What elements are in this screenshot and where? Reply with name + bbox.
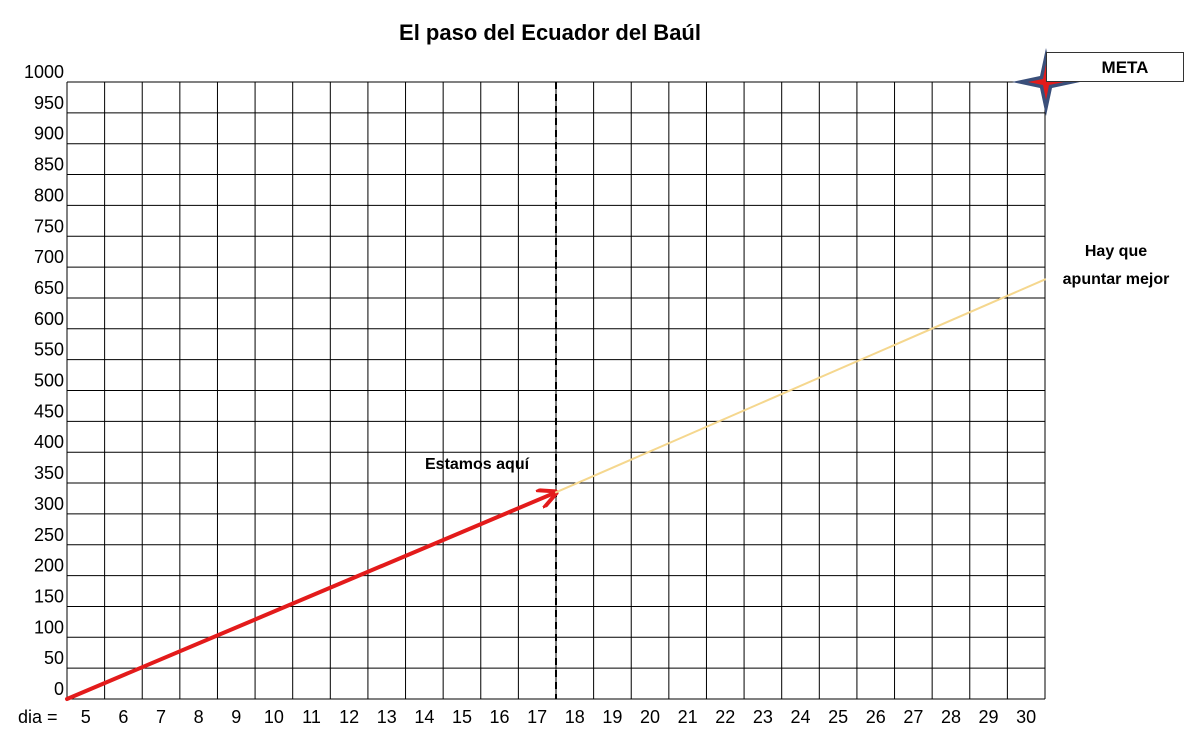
x-tick-label: 10 bbox=[264, 707, 284, 727]
y-tick-label: 500 bbox=[34, 371, 64, 391]
goal-box: META bbox=[1046, 52, 1184, 82]
x-axis-prefix-label: dia = bbox=[18, 707, 58, 727]
x-tick-label: 6 bbox=[118, 707, 128, 727]
x-tick-label: 13 bbox=[377, 707, 397, 727]
x-axis-ticks: dia = 5 6 7 8 9 10 11 12 13 14 15 16 17 18 19 20 21 22 23 24… bbox=[18, 707, 1036, 727]
y-tick-label: 450 bbox=[34, 401, 64, 421]
x-tick-label: 28 bbox=[941, 707, 961, 727]
today-marker-label: Estamos aquí bbox=[425, 456, 530, 473]
y-tick-label: 1000 bbox=[24, 62, 64, 82]
x-tick-label: 24 bbox=[790, 707, 810, 727]
y-tick-label: 150 bbox=[34, 586, 64, 606]
y-tick-label: 700 bbox=[34, 247, 64, 267]
y-tick-label: 850 bbox=[34, 155, 64, 175]
x-tick-label: 27 bbox=[903, 707, 923, 727]
x-tick-label: 19 bbox=[602, 707, 622, 727]
goal-label: META bbox=[1101, 58, 1149, 77]
x-tick-label: 25 bbox=[828, 707, 848, 727]
x-tick-label: 16 bbox=[490, 707, 510, 727]
y-tick-label: 350 bbox=[34, 463, 64, 483]
x-tick-label: 20 bbox=[640, 707, 660, 727]
x-tick-label: 8 bbox=[194, 707, 204, 727]
x-tick-label: 22 bbox=[715, 707, 735, 727]
y-tick-label: 250 bbox=[34, 525, 64, 545]
x-tick-label: 12 bbox=[339, 707, 359, 727]
y-tick-label: 550 bbox=[34, 340, 64, 360]
projection-line bbox=[555, 278, 1046, 494]
actual-progress-arrow bbox=[65, 492, 556, 701]
x-tick-label: 30 bbox=[1016, 707, 1036, 727]
y-tick-label: 950 bbox=[34, 93, 64, 113]
x-tick-label: 9 bbox=[231, 707, 241, 727]
y-tick-label: 900 bbox=[34, 124, 64, 144]
y-tick-label: 200 bbox=[34, 556, 64, 576]
x-tick-label: 26 bbox=[866, 707, 886, 727]
x-tick-label: 11 bbox=[302, 707, 321, 727]
annotation-right-line-2: apuntar mejor bbox=[1062, 271, 1170, 288]
x-tick-label: 15 bbox=[452, 707, 472, 727]
y-tick-label: 100 bbox=[34, 617, 64, 637]
x-tick-label: 18 bbox=[565, 707, 585, 727]
chart-title: El paso del Ecuador del Baúl bbox=[399, 20, 701, 45]
compass-star-icon bbox=[1012, 48, 1080, 116]
grid bbox=[66, 81, 1046, 700]
y-tick-label: 0 bbox=[54, 679, 64, 699]
annotation-right: Hay que apuntar mejor bbox=[1048, 238, 1184, 294]
x-tick-label: 5 bbox=[81, 707, 91, 727]
y-tick-label: 600 bbox=[34, 309, 64, 329]
x-tick-label: 17 bbox=[527, 707, 547, 727]
series-layer bbox=[65, 82, 1046, 701]
y-tick-label: 650 bbox=[34, 278, 64, 298]
x-tick-label: 7 bbox=[156, 707, 166, 727]
x-tick-label: 14 bbox=[414, 707, 434, 727]
annotation-right-line-1: Hay que bbox=[1084, 243, 1148, 260]
y-tick-label: 400 bbox=[34, 432, 64, 452]
x-tick-label: 21 bbox=[678, 707, 698, 727]
y-tick-label: 750 bbox=[34, 216, 64, 236]
y-tick-label: 300 bbox=[34, 494, 64, 514]
x-tick-label: 29 bbox=[979, 707, 999, 727]
y-tick-label: 800 bbox=[34, 185, 64, 205]
y-tick-label: 50 bbox=[44, 648, 64, 668]
x-tick-label: 23 bbox=[753, 707, 773, 727]
y-axis-ticks: 0 50 100 150 200 250 300 350 400 450 500 550 600 650 7… bbox=[24, 62, 64, 699]
